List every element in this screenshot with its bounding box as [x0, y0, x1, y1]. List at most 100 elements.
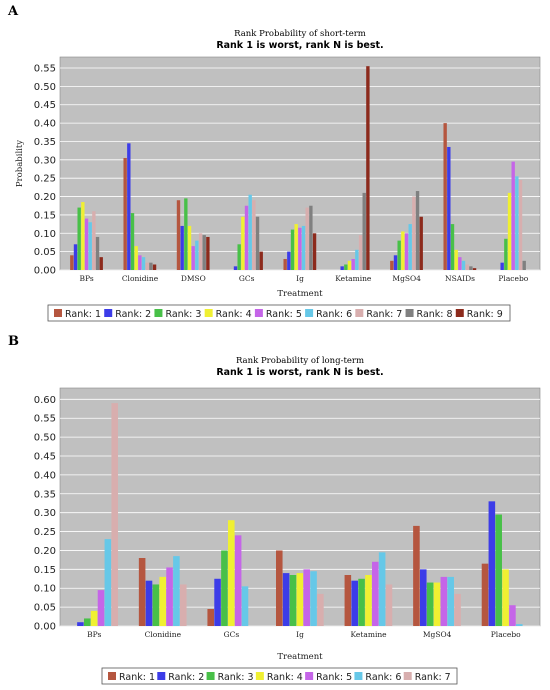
bar — [495, 514, 502, 626]
bar — [92, 211, 96, 270]
bar — [202, 235, 206, 270]
legend-swatch — [354, 672, 363, 680]
bar — [390, 260, 394, 270]
x-tick-label: GCs — [239, 274, 255, 283]
legend-swatch — [154, 309, 163, 317]
bar — [412, 196, 416, 270]
legend-label: Rank: 5 — [266, 309, 302, 320]
legend-box — [101, 667, 458, 685]
bar — [401, 231, 405, 270]
bar — [289, 575, 297, 626]
bar — [104, 539, 112, 626]
x-tick-label: Ketamine — [335, 274, 372, 283]
bar — [419, 216, 423, 270]
bar — [440, 576, 448, 626]
bar — [244, 205, 249, 270]
bar — [393, 255, 398, 270]
bar — [502, 569, 509, 626]
bar — [397, 240, 401, 270]
legend-swatch — [403, 672, 412, 680]
bar — [310, 571, 317, 626]
y-tick-label: 0.60 — [34, 395, 56, 406]
bar — [515, 176, 519, 270]
bar — [77, 622, 84, 626]
legend-label: Rank: 2 — [115, 309, 151, 320]
bar — [255, 216, 260, 270]
bar — [511, 161, 515, 270]
legend-swatch — [305, 672, 314, 680]
bar — [99, 257, 103, 270]
bar — [97, 590, 105, 626]
bar — [454, 593, 461, 626]
bar — [127, 143, 131, 270]
bar — [305, 207, 309, 270]
bar — [152, 584, 160, 626]
bar — [433, 582, 441, 626]
bar — [283, 258, 287, 270]
bar — [469, 266, 473, 270]
bar — [88, 222, 92, 270]
bar — [95, 236, 100, 270]
bar — [507, 192, 512, 270]
y-tick-label: 0.00 — [34, 266, 56, 277]
bar — [522, 260, 526, 270]
legend-label: Rank: 7 — [415, 672, 451, 683]
legend-swatch — [204, 309, 213, 317]
legend-swatch — [255, 672, 264, 680]
legend-swatch — [254, 309, 263, 317]
x-tick-label: GCs — [224, 630, 240, 639]
y-tick-label: 0.05 — [34, 247, 56, 258]
chart-title: Rank Probability of long-term — [236, 356, 364, 366]
x-tick-label: NSAIDs — [445, 274, 475, 283]
bar — [312, 233, 317, 270]
y-tick-label: 0.20 — [34, 192, 56, 203]
legend-label: Rank: 4 — [267, 672, 303, 683]
legend-swatch — [355, 309, 364, 317]
x-tick-label: Ketamine — [351, 630, 388, 639]
bar — [378, 552, 386, 626]
x-tick-label: MgSO4 — [392, 274, 421, 283]
bar — [518, 180, 523, 270]
legend: Rank: 1 Rank: 2 Rank: 3 Rank: 4 Rank: 5 Rank:… — [101, 667, 458, 685]
bar — [443, 123, 447, 270]
bar — [90, 610, 98, 626]
legend-swatch — [54, 309, 62, 317]
legend-label: Rank: 9 — [467, 309, 503, 320]
y-axis-label: Probability — [15, 140, 25, 187]
bar — [233, 266, 238, 270]
y-tick-label: 0.10 — [34, 584, 56, 595]
bar — [296, 573, 304, 626]
legend: Rank: 1 Rank: 2 Rank: 3 Rank: 4 Rank: 5 Rank:… — [47, 304, 511, 322]
bar — [347, 260, 352, 270]
x-tick-label: MgSO4 — [423, 630, 452, 639]
legend-swatch — [108, 672, 116, 680]
x-tick-label: Clonidine — [122, 274, 159, 283]
bar — [241, 216, 245, 270]
x-tick-label: Placebo — [491, 630, 521, 639]
x-tick-label: BPs — [80, 274, 94, 283]
bar — [447, 576, 454, 626]
x-axis-label: Treatment — [277, 289, 323, 299]
y-tick-label: 0.55 — [34, 414, 56, 425]
y-tick-label: 0.40 — [34, 470, 56, 481]
bar — [504, 238, 508, 270]
legend-label: Rank: 3 — [218, 672, 254, 683]
bar — [123, 157, 127, 270]
legend-label: Rank: 6 — [316, 309, 352, 320]
y-tick-label: 0.45 — [34, 452, 56, 463]
x-tick-label: Placebo — [498, 274, 528, 283]
bar — [81, 202, 85, 270]
bar — [290, 229, 295, 270]
y-tick-label: 0.45 — [34, 100, 56, 111]
bar — [472, 268, 477, 270]
bar — [408, 224, 412, 270]
bar — [355, 249, 359, 270]
bar — [228, 520, 235, 626]
bar — [465, 264, 469, 270]
bar — [241, 586, 249, 626]
y-tick-label: 0.20 — [34, 546, 56, 557]
bar — [84, 218, 89, 270]
legend-swatch — [206, 672, 215, 680]
bar — [516, 624, 523, 626]
bar — [488, 501, 496, 626]
